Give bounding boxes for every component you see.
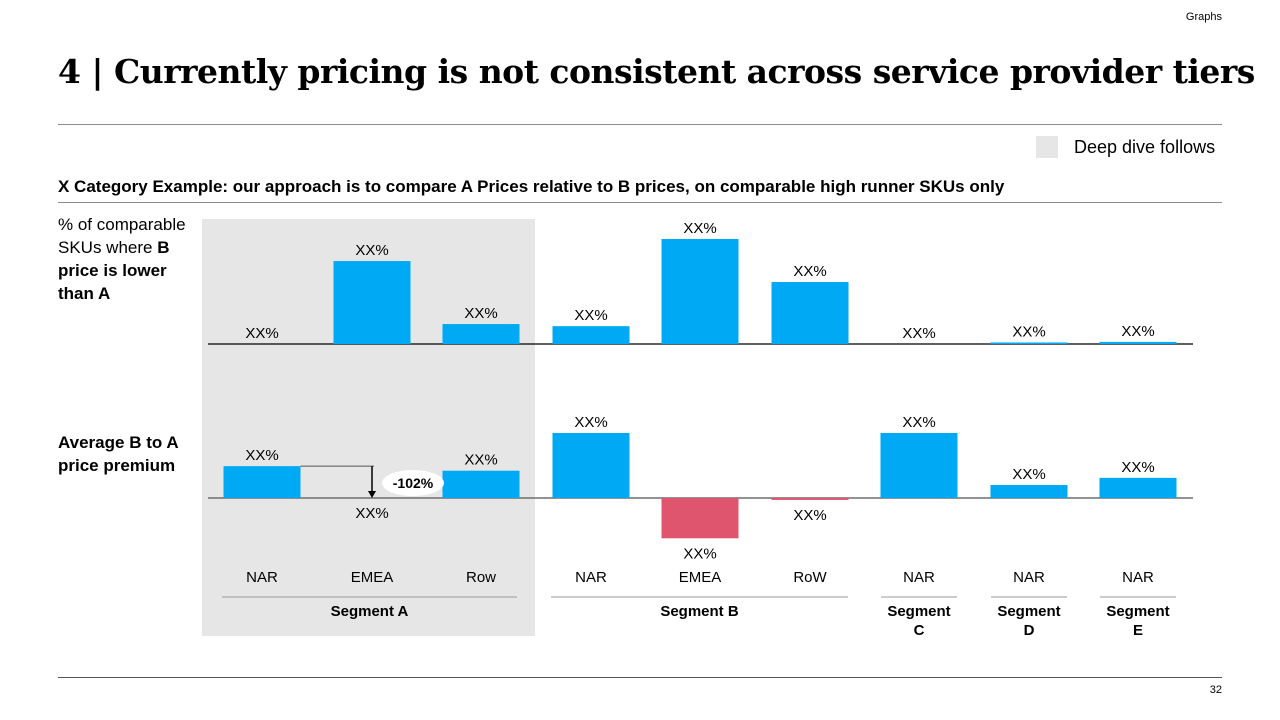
bottom-data-label: XX% [464, 452, 497, 469]
bottom-bar [223, 466, 301, 498]
top-row-label-bold: B price is lower than A [58, 238, 170, 303]
segment-label: Segment C [887, 603, 951, 639]
annotation-delta: -102% [300, 465, 444, 498]
bottom-row-label: Average B to A price premium [58, 431, 198, 477]
top-row-label-normal: % of comparable SKUs where [58, 215, 186, 257]
bottom-data-label: XX% [245, 447, 278, 464]
category-axis: NAR EMEA Row NAR EMEA RoW NAR NAR NAR [222, 569, 1176, 598]
chart-subtitle: X Category Example: our approach is to c… [58, 177, 1005, 196]
segment-label: Segment B [660, 603, 739, 620]
bottom-bar [552, 433, 630, 498]
legend-label: Deep dive follows [1074, 137, 1216, 157]
annotation-bubble [382, 470, 444, 496]
bottom-bar [880, 433, 958, 498]
top-data-label: XX% [793, 263, 826, 280]
top-bar [771, 282, 849, 344]
category-label: EMEA [679, 569, 722, 586]
category-label: NAR [246, 569, 278, 586]
section-tag: Graphs [1185, 11, 1222, 23]
top-bar [552, 326, 630, 344]
category-label: NAR [903, 569, 935, 586]
bottom-data-label: XX% [1012, 466, 1045, 483]
page-title: 4 | Currently pricing is not consistent … [58, 52, 1255, 91]
bottom-bar [1099, 477, 1177, 498]
segment-label: Segment A [330, 603, 409, 620]
top-bar [442, 324, 520, 344]
bottom-bar [442, 470, 520, 498]
category-label: RoW [793, 569, 827, 586]
top-row-label: % of comparable SKUs where B price is lo… [58, 213, 198, 305]
page-number: 32 [1209, 684, 1222, 696]
bottom-bar-negative [771, 498, 849, 500]
bottom-data-label: XX% [355, 505, 388, 522]
footer-divider [58, 677, 1222, 678]
bottom-chart: XX% XX% XX% XX% XX% XX% XX% XX% XX% [208, 414, 1193, 562]
top-data-label: XX% [574, 307, 607, 324]
top-data-label: XX% [683, 220, 716, 237]
top-data-label: XX% [1012, 324, 1045, 341]
top-data-label: XX% [355, 242, 388, 259]
category-label: NAR [1013, 569, 1045, 586]
segment-label: Segment E [1106, 603, 1170, 639]
arrow-down-icon [368, 491, 376, 498]
category-label: NAR [575, 569, 607, 586]
top-bar [661, 239, 739, 344]
category-label: NAR [1122, 569, 1154, 586]
top-data-label: XX% [245, 325, 278, 342]
top-bar [990, 342, 1068, 344]
bottom-bar [990, 485, 1068, 498]
category-label: Row [466, 569, 496, 586]
top-data-label: XX% [464, 305, 497, 322]
annotation-label: -102% [393, 475, 434, 491]
subtitle-divider [58, 202, 1222, 203]
top-bar [333, 261, 411, 344]
legend-swatch [1036, 136, 1058, 158]
bottom-row-label-bold: Average B to A price premium [58, 433, 178, 475]
top-chart: XX% XX% XX% XX% XX% XX% XX% XX% XX% [208, 220, 1193, 345]
segment-label: Segment D [997, 603, 1061, 639]
bottom-bar-negative [661, 498, 739, 539]
top-bar [1099, 341, 1177, 344]
bottom-data-label: XX% [793, 507, 826, 524]
title-divider [58, 124, 1222, 125]
top-data-label: XX% [1121, 323, 1154, 340]
category-label: EMEA [351, 569, 394, 586]
bottom-data-label: XX% [574, 414, 607, 431]
top-data-label: XX% [902, 325, 935, 342]
bottom-data-label: XX% [683, 545, 716, 562]
bottom-data-label: XX% [1121, 459, 1154, 476]
bottom-data-label: XX% [902, 414, 935, 431]
